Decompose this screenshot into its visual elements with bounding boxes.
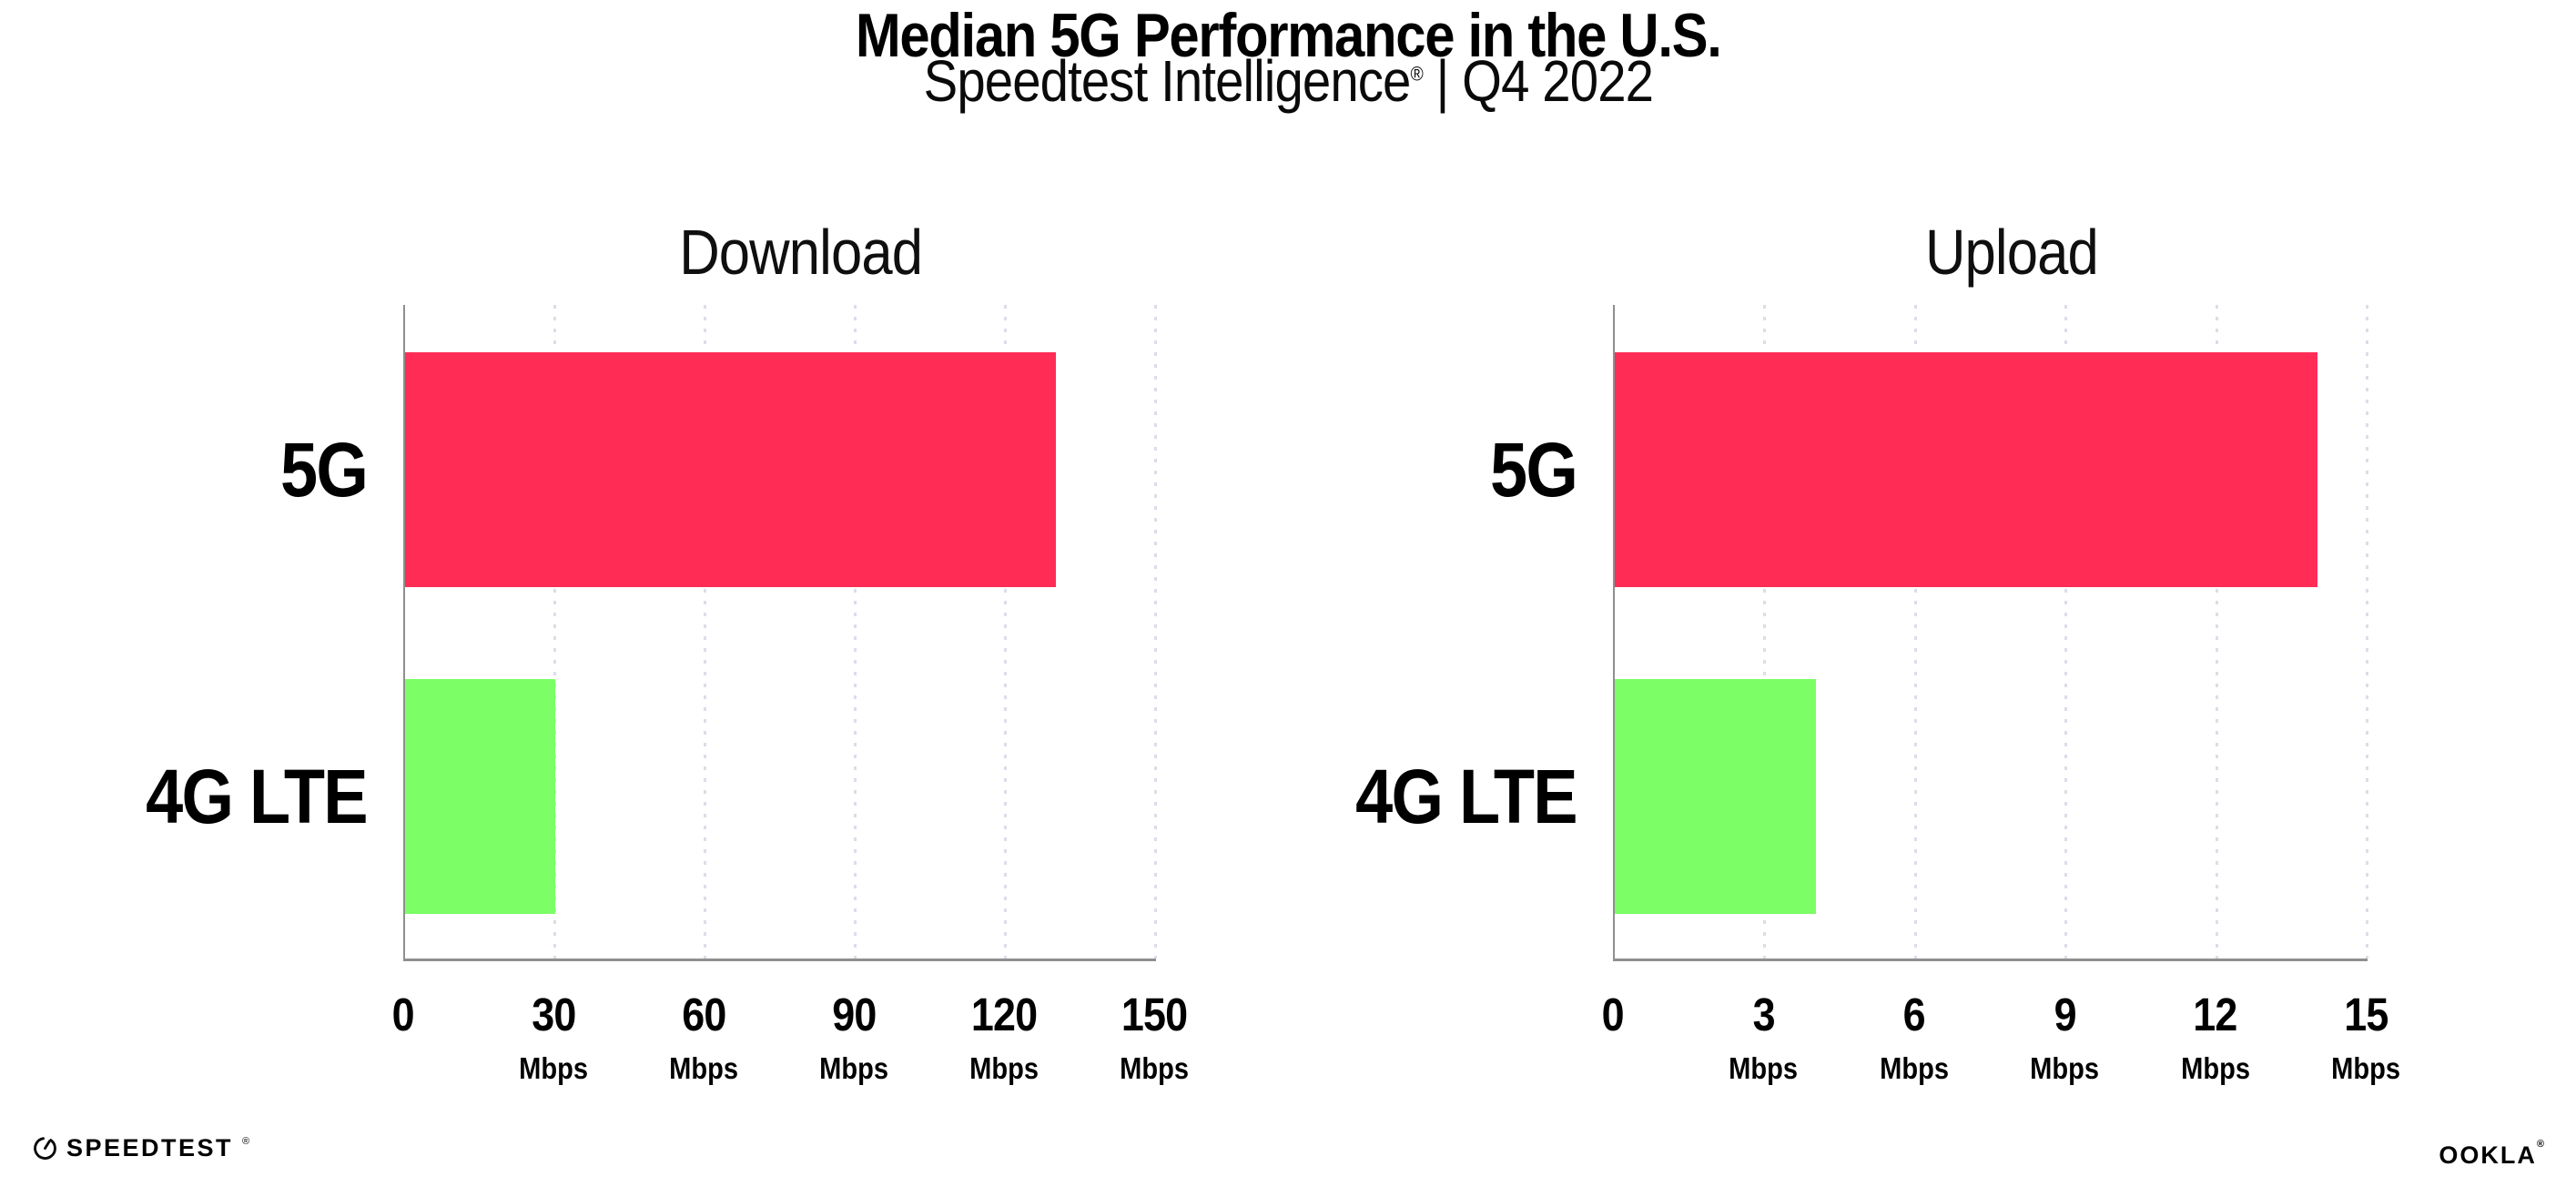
tick-unit-upload-6: Mbps	[1879, 1051, 1949, 1085]
gridline-download-90	[854, 305, 857, 959]
gridline-download-60	[704, 305, 706, 959]
page-title: Median 5G Performance in the U.S.	[855, 1, 1722, 70]
tick-label-upload-9: 9	[2054, 989, 2076, 1040]
tick-label-download-150: 150	[1121, 989, 1188, 1040]
category-label-4g-lte-upload: 4G LTE	[1355, 754, 1577, 839]
category-label-4g-lte-download: 4G LTE	[146, 754, 368, 839]
gridline-download-150	[1154, 305, 1157, 959]
speedtest-logo: SPEEDTEST ®	[33, 1134, 249, 1162]
gridline-upload-6	[1913, 305, 1917, 959]
download-plot-area	[403, 305, 1157, 961]
ookla-logo-text: OOKLA	[2439, 1141, 2537, 1169]
chart-title-download: Download	[679, 217, 923, 288]
gridline-upload-3	[1763, 305, 1767, 959]
tick-label-upload-15: 15	[2343, 989, 2388, 1040]
category-label-5g-upload: 5G	[1489, 427, 1578, 512]
bar-4g-lte-download	[405, 679, 555, 914]
bar-4g-lte-upload	[1615, 679, 1816, 914]
tick-label-upload-3: 3	[1752, 989, 1775, 1040]
bar-5g-download	[405, 352, 1056, 587]
tick-label-download-120: 120	[970, 989, 1038, 1040]
tick-unit-download-30: Mbps	[519, 1051, 588, 1085]
tick-unit-upload-9: Mbps	[2030, 1051, 2100, 1085]
gridline-upload-9	[2064, 305, 2068, 959]
ookla-logo: OOKLA®	[2439, 1139, 2546, 1170]
gridline-upload-12	[2215, 305, 2218, 959]
tick-label-download-60: 60	[681, 989, 726, 1040]
upload-plot-area	[1613, 305, 2368, 961]
tick-unit-download-60: Mbps	[669, 1051, 738, 1085]
bar-5g-upload	[1615, 352, 2317, 587]
tick-label-download-90: 90	[831, 989, 877, 1040]
speedtest-logo-text: SPEEDTEST	[66, 1134, 234, 1161]
tick-label-upload-0: 0	[1601, 989, 1625, 1040]
tick-label-upload-6: 6	[1902, 989, 1926, 1040]
tick-unit-download-90: Mbps	[819, 1051, 888, 1085]
tick-unit-upload-12: Mbps	[2180, 1051, 2250, 1085]
speedtest-gauge-icon	[34, 1137, 56, 1160]
tick-unit-upload-3: Mbps	[1729, 1051, 1799, 1085]
tick-label-download-0: 0	[391, 989, 415, 1040]
gridline-upload-15	[2366, 305, 2368, 959]
page-subtitle: Speedtest Intelligence® | Q4 2022	[923, 48, 1653, 114]
gridline-download-30	[553, 305, 556, 959]
registered-mark: ®	[1410, 62, 1423, 86]
tick-unit-download-150: Mbps	[1120, 1051, 1189, 1085]
gridline-download-120	[1004, 305, 1007, 959]
tick-unit-download-120: Mbps	[969, 1051, 1039, 1085]
tick-label-download-30: 30	[531, 989, 576, 1040]
tick-unit-upload-15: Mbps	[2331, 1051, 2400, 1085]
ookla-registered-mark: ®	[2536, 1139, 2546, 1150]
chart-title-upload: Upload	[1924, 217, 2099, 288]
category-label-5g-download: 5G	[279, 427, 369, 512]
tick-label-upload-12: 12	[2193, 989, 2238, 1040]
